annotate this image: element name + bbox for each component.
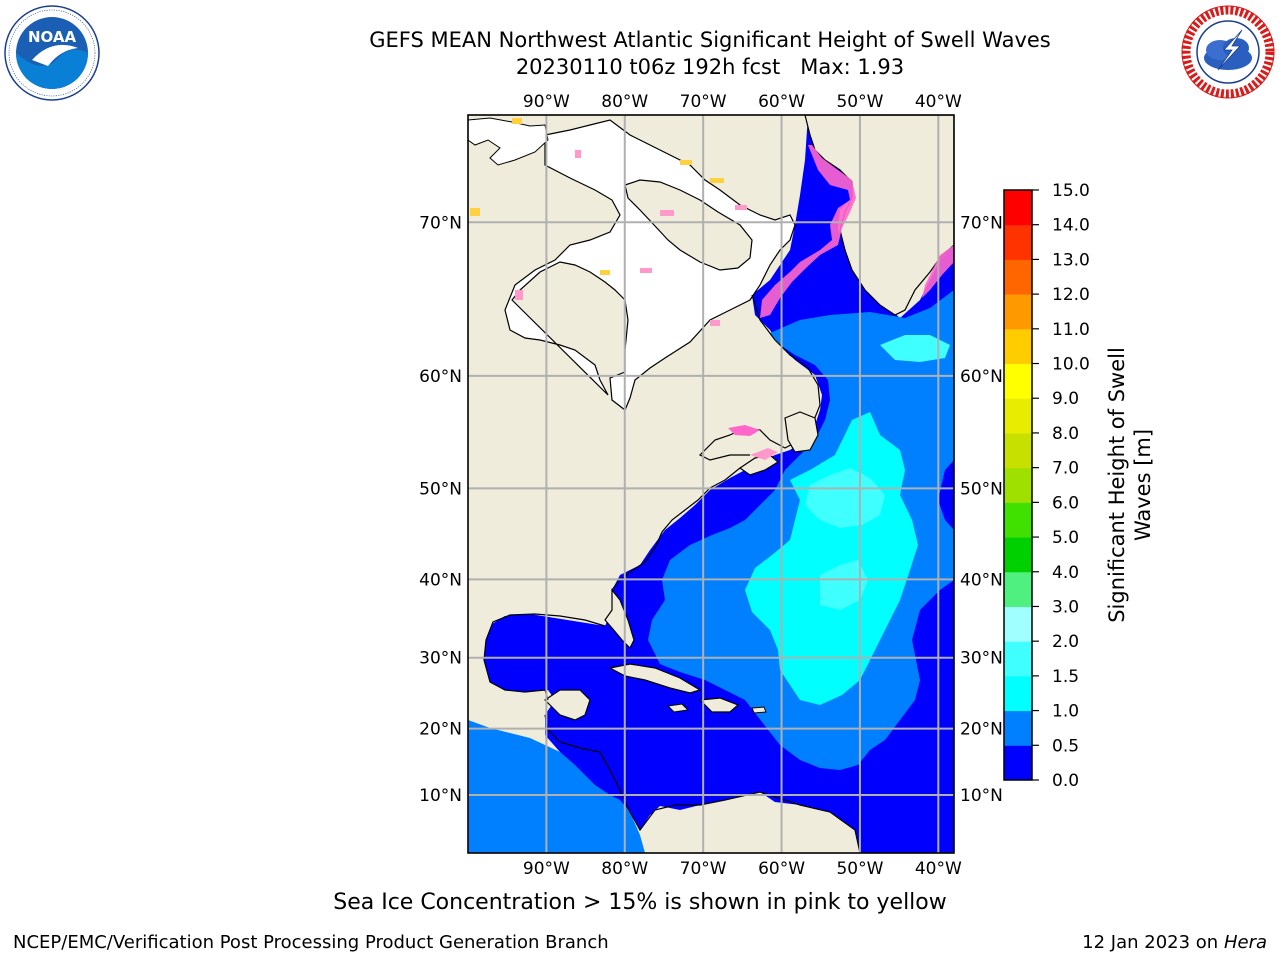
colorbar-tick-label: 5.0 — [1052, 528, 1079, 548]
lat-label-left: 10°N — [419, 786, 462, 806]
chart-title: GEFS MEAN Northwest Atlantic Significant… — [369, 28, 1051, 52]
lon-label-top: 40°W — [915, 92, 962, 112]
latitude-labels-right: 10°N 20°N 30°N 40°N 50°N 60°N 70°N — [960, 213, 1003, 806]
colorbar-label-line2: Waves [m] — [1131, 429, 1155, 541]
labrador-coast — [698, 294, 821, 461]
noaa-logo-text: NOAA — [28, 28, 77, 46]
footer-host: Hera — [1223, 932, 1267, 953]
colorbar-segment — [1004, 571, 1032, 607]
pacific-ocean — [468, 720, 645, 853]
lat-label-left: 20°N — [419, 720, 462, 740]
colorbar-segment — [1004, 432, 1032, 469]
lon-label-bottom: 70°W — [680, 859, 727, 879]
colorbar-segment — [1004, 606, 1032, 642]
swell-1p5-2p0 — [805, 468, 885, 528]
colorbar-segment — [1004, 710, 1032, 746]
nova-scotia — [738, 454, 780, 476]
gridlines — [468, 115, 954, 853]
latitude-labels-left: 10°N 20°N 30°N 40°N 50°N 60°N 70°N — [419, 213, 462, 806]
colorbar-tick-label: 7.0 — [1052, 459, 1079, 479]
colorbar-segment — [1004, 224, 1032, 260]
colorbar-segment — [1004, 745, 1032, 781]
lat-label-left: 50°N — [419, 479, 462, 499]
colorbar-tick-label: 14.0 — [1052, 216, 1090, 236]
lat-label-right: 10°N — [960, 786, 1003, 806]
lon-label-bottom: 50°W — [836, 859, 883, 879]
colorbar-segment — [1004, 502, 1032, 538]
colorbar-tick-label: 1.0 — [1052, 702, 1079, 722]
baffin-island — [624, 179, 753, 271]
lat-label-left: 70°N — [419, 213, 462, 233]
colorbar-tick-label: 12.0 — [1052, 285, 1090, 305]
colorbar-tick-label: 4.0 — [1052, 563, 1079, 583]
colorbar-segment — [1004, 259, 1032, 295]
colorbar-tick-label: 3.0 — [1052, 597, 1079, 617]
colorbar-tick-label: 15.0 — [1052, 181, 1090, 201]
footer-date: 12 Jan 2023 on Hera — [1082, 932, 1267, 953]
lat-label-right: 40°N — [960, 570, 1003, 590]
swell-1p5-2p0-b — [820, 560, 868, 610]
colorbar-frame — [1003, 189, 1033, 781]
footer-producer: NCEP/EMC/Verification Post Processing Pr… — [13, 932, 609, 953]
colorbar-segment — [1004, 190, 1032, 226]
lat-label-right: 60°N — [960, 367, 1003, 387]
colorbar-segment — [1004, 675, 1032, 712]
newfoundland — [784, 411, 819, 453]
colorbar-tick-label: 6.0 — [1052, 493, 1079, 513]
puerto-rico — [751, 706, 767, 714]
lon-label-top: 80°W — [601, 92, 648, 112]
lat-label-left: 40°N — [419, 570, 462, 590]
colorbar-segment — [1004, 641, 1032, 677]
lat-label-left: 30°N — [419, 649, 462, 669]
swell-1p5-2p0-c — [880, 335, 950, 362]
footer-date-text: 12 Jan 2023 on — [1082, 932, 1224, 953]
colorbar-tick-label: 0.0 — [1052, 771, 1079, 791]
lat-label-right: 20°N — [960, 720, 1003, 740]
colorbar-tick-label: 11.0 — [1052, 320, 1090, 340]
colorbar-tick-label: 8.0 — [1052, 424, 1079, 444]
us-east-coast — [611, 467, 741, 591]
colorbar-tick-label: 10.0 — [1052, 355, 1090, 375]
gulf-coast — [483, 613, 606, 701]
colorbar-segment — [1004, 363, 1032, 399]
lat-label-left: 60°N — [419, 367, 462, 387]
lon-label-top: 70°W — [680, 92, 727, 112]
lon-label-bottom: 90°W — [523, 859, 570, 879]
nws-logo — [1181, 5, 1275, 99]
colorbar-tick-label: 0.5 — [1052, 736, 1079, 756]
colorbar-tick-label: 2.0 — [1052, 632, 1079, 652]
hispaniola — [698, 697, 740, 713]
lon-label-bottom: 60°W — [758, 859, 805, 879]
lon-label-top: 60°W — [758, 92, 805, 112]
colorbar-label-line1: Significant Height of Swell — [1105, 347, 1129, 623]
central-america-coast — [544, 714, 861, 853]
lat-label-right: 70°N — [960, 213, 1003, 233]
colorbar-segment — [1004, 294, 1032, 330]
sea-ice-caption: Sea Ice Concentration > 15% is shown in … — [333, 890, 947, 915]
lon-label-bottom: 40°W — [915, 859, 962, 879]
jamaica — [666, 703, 690, 713]
colorbar-segment — [1004, 537, 1032, 573]
lat-label-right: 50°N — [960, 479, 1003, 499]
cuba — [608, 663, 702, 694]
colorbar-tick-label: 1.5 — [1052, 667, 1079, 687]
noaa-logo: NOAA — [4, 5, 100, 101]
colorbar-tick-label: 9.0 — [1052, 389, 1079, 409]
lat-label-right: 30°N — [960, 649, 1003, 669]
longitude-labels-top: 90°W 80°W 70°W 60°W 50°W 40°W — [523, 92, 962, 112]
colorbar-segment — [1004, 398, 1032, 434]
map-frame — [467, 114, 955, 854]
lon-label-bottom: 80°W — [601, 859, 648, 879]
colorbar-segment — [1004, 328, 1032, 365]
colorbar-segment — [1004, 467, 1032, 503]
colorbar: 0.0 0.5 1.0 1.5 2.0 3.0 4.0 5.0 6.0 7.0 8.0 9.0 10.0… — [1003, 181, 1090, 791]
map-field — [468, 115, 954, 853]
lon-label-top: 50°W — [836, 92, 883, 112]
yucatan — [544, 689, 591, 721]
longitude-labels-bottom: 90°W 80°W 70°W 60°W 50°W 40°W — [523, 859, 962, 879]
colorbar-tick-label: 13.0 — [1052, 250, 1090, 270]
lon-label-top: 90°W — [523, 92, 570, 112]
chart-subtitle: 20230110 t06z 192h fcst Max: 1.93 — [515, 55, 905, 79]
